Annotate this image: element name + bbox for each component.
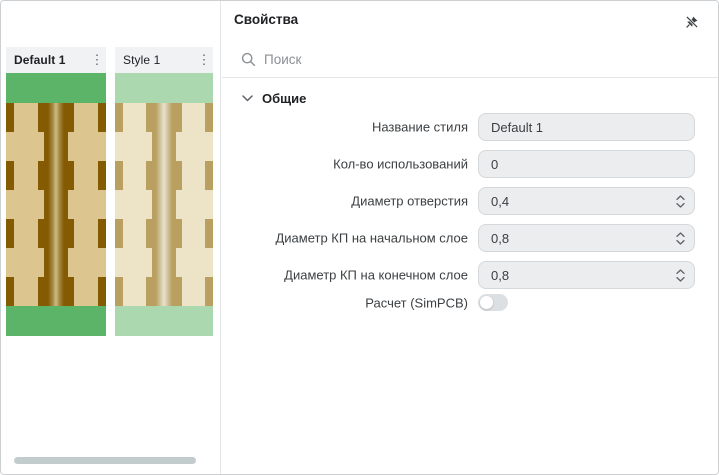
kebab-menu-icon[interactable]: ⋮ xyxy=(90,52,104,67)
board-cross-section xyxy=(6,103,106,306)
stepper-icon[interactable] xyxy=(675,268,686,283)
pad-start-layer-field xyxy=(478,224,695,252)
style-card-default-1[interactable]: Default 1 ⋮ xyxy=(6,47,106,336)
solder-mask-bottom xyxy=(115,306,213,336)
via-preview[interactable] xyxy=(6,73,106,336)
simpcb-toggle[interactable] xyxy=(478,294,508,311)
style-card-header[interactable]: Style 1 ⋮ xyxy=(115,47,213,73)
field-label: Диаметр КП на начальном слое xyxy=(275,230,468,246)
section-label: Общие xyxy=(262,90,307,106)
panel-title: Свойства xyxy=(234,12,299,27)
style-card-title: Default 1 xyxy=(14,53,66,67)
style-name-field xyxy=(478,113,695,141)
kebab-menu-icon[interactable]: ⋮ xyxy=(197,52,211,67)
field-style-name: Название стиля xyxy=(222,113,695,141)
search-input[interactable] xyxy=(262,50,708,68)
section-general[interactable]: Общие xyxy=(242,88,306,108)
pad-end-layer-input[interactable] xyxy=(489,266,675,284)
pad-end-layer-field xyxy=(478,261,695,289)
style-card-header[interactable]: Default 1 ⋮ xyxy=(6,47,106,73)
usage-count-input[interactable] xyxy=(489,155,686,173)
field-usage-count: Кол-во использований xyxy=(222,150,695,178)
styles-list-panel: Default 1 ⋮ Style 1 xyxy=(1,1,221,474)
search-bar xyxy=(222,41,718,78)
field-simpcb: Расчет (SimPCB) xyxy=(222,294,695,312)
properties-header: Свойства xyxy=(222,1,718,41)
field-label: Кол-во использований xyxy=(333,156,468,172)
unpin-icon[interactable] xyxy=(684,14,700,30)
style-card-title: Style 1 xyxy=(123,53,161,67)
stepper-icon[interactable] xyxy=(675,194,686,209)
field-label: Название стиля xyxy=(371,119,468,135)
via-preview[interactable] xyxy=(115,73,213,336)
stepper-icon[interactable] xyxy=(675,231,686,246)
via-barrel xyxy=(48,103,64,306)
style-name-input[interactable] xyxy=(489,118,686,136)
solder-mask-top xyxy=(115,73,213,103)
field-label: Диаметр отверстия xyxy=(351,193,468,209)
board-cross-section xyxy=(115,103,213,306)
field-pad-start-layer: Диаметр КП на начальном слое xyxy=(222,224,695,252)
solder-mask-bottom xyxy=(6,306,106,336)
chevron-down-icon xyxy=(242,94,253,101)
solder-mask-top xyxy=(6,73,106,103)
field-hole-diameter: Диаметр отверстия xyxy=(222,187,695,215)
properties-panel: Свойства xyxy=(222,1,718,474)
pad-start-layer-input[interactable] xyxy=(489,229,675,247)
horizontal-scrollbar[interactable] xyxy=(14,457,196,464)
field-label: Диаметр КП на конечном слое xyxy=(284,267,468,283)
style-card-style-1[interactable]: Style 1 ⋮ xyxy=(115,47,213,336)
search-icon xyxy=(241,52,256,67)
hole-diameter-field xyxy=(478,187,695,215)
field-pad-end-layer: Диаметр КП на конечном слое xyxy=(222,261,695,289)
field-label: Расчет (SimPCB) xyxy=(365,295,468,311)
via-barrel xyxy=(156,103,172,306)
usage-count-field xyxy=(478,150,695,178)
hole-diameter-input[interactable] xyxy=(489,192,675,210)
